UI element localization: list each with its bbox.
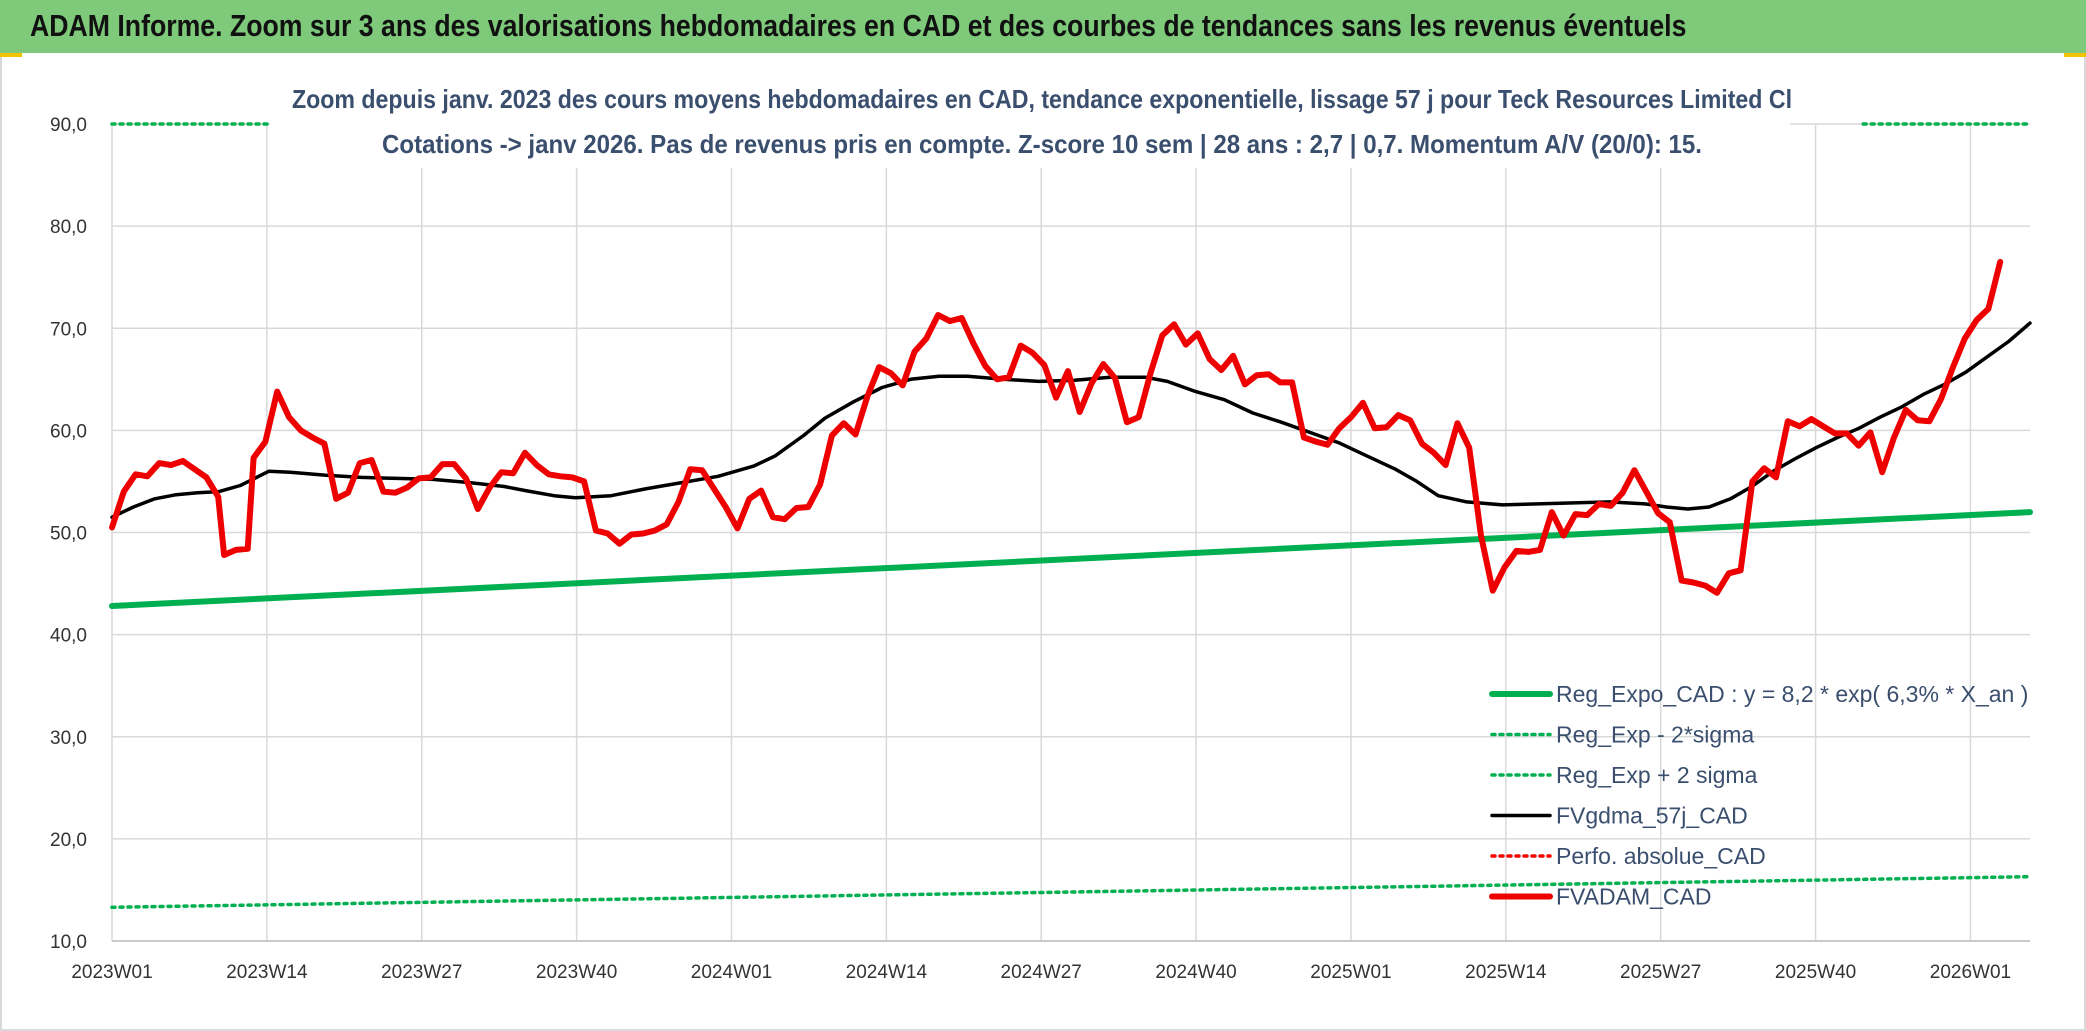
legend-label: Reg_Exp + 2 sigma <box>1556 762 1758 788</box>
x-axis: 2023W01 2023W14 2023W27 2023W40 2024W01 2024W… <box>71 940 2030 983</box>
x-tick-label: 2023W14 <box>226 962 308 983</box>
x-tick-label: 2023W01 <box>71 962 152 983</box>
legend-label: FVADAM_CAD <box>1556 884 1712 910</box>
legend-label: Perfo. absolue_CAD <box>1556 843 1766 869</box>
x-tick-label: 2025W27 <box>1620 962 1701 983</box>
x-tick-label: 2024W14 <box>846 962 928 983</box>
x-tick-label: 2025W40 <box>1775 962 1856 983</box>
x-tick-label: 2024W40 <box>1155 962 1236 983</box>
y-tick-label: 70,0 <box>50 319 87 340</box>
x-tick-label: 2025W01 <box>1310 962 1391 983</box>
chart-title-background <box>270 78 1790 168</box>
x-tick-label: 2024W27 <box>1001 962 1082 983</box>
chart-title-line-2: Cotations -> janv 2026. Pas de revenus p… <box>382 129 1702 159</box>
x-tick-label: 2025W14 <box>1465 962 1547 983</box>
accent-mark-left <box>0 53 22 57</box>
x-tick-label: 2023W27 <box>381 962 462 983</box>
y-tick-label: 40,0 <box>50 626 87 647</box>
y-tick-label: 90,0 <box>50 115 87 136</box>
fvadam-line <box>109 258 2004 596</box>
reg-expo-line <box>109 509 2033 609</box>
legend-label: Reg_Expo_CAD : y = 8,2 * exp( 6,3% * X_a… <box>1556 681 2028 707</box>
x-tick-label: 2023W40 <box>536 962 617 983</box>
reg-exp-minus-2sigma-line <box>110 874 2032 910</box>
chart-legend: Reg_Expo_CAD : y = 8,2 * exp( 6,3% * X_a… <box>1489 681 2028 910</box>
x-tick-label: 2026W01 <box>1930 962 2011 983</box>
accent-mark-right <box>2064 53 2086 57</box>
y-tick-label: 30,0 <box>50 728 87 749</box>
report-banner: ADAM Informe. Zoom sur 3 ans des valoris… <box>0 0 2086 53</box>
y-tick-label: 60,0 <box>50 421 87 442</box>
series-layer <box>109 122 2033 910</box>
chart-title-line-1: Zoom depuis janv. 2023 des cours moyens … <box>292 84 1792 114</box>
legend-label: FVgdma_57j_CAD <box>1556 803 1748 829</box>
y-tick-label: 20,0 <box>50 830 87 851</box>
y-axis: 10,0 20,0 30,0 40,0 50,0 60,0 70,0 80,0 90,0 <box>50 115 87 953</box>
legend-label: Reg_Exp - 2*sigma <box>1556 722 1754 748</box>
y-tick-label: 10,0 <box>50 932 87 953</box>
x-tick-label: 2024W01 <box>691 962 772 983</box>
y-tick-label: 80,0 <box>50 217 87 238</box>
y-tick-label: 50,0 <box>50 524 87 545</box>
report-title: ADAM Informe. Zoom sur 3 ans des valoris… <box>30 8 1687 43</box>
